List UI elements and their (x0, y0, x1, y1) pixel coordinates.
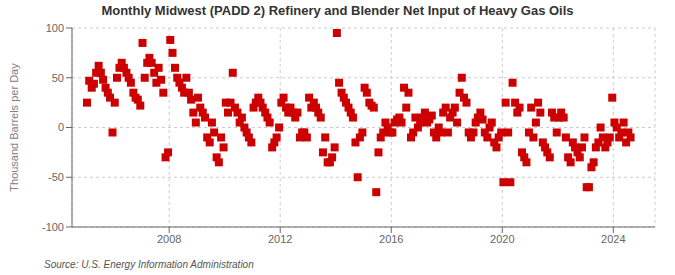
svg-text:Thousand Barrels per Day: Thousand Barrels per Day (8, 63, 20, 192)
svg-text:2012: 2012 (268, 233, 292, 245)
svg-text:2016: 2016 (379, 233, 403, 245)
html-text:Source: U.S. Energy Informatio: Source: U.S. Energy Information Administ… (44, 259, 254, 270)
svg-text:2020: 2020 (490, 233, 514, 245)
svg-text:50: 50 (52, 72, 64, 84)
html-text:Monthly Midwest (PADD 2) Refin: Monthly Midwest (PADD 2) Refinery and Bl… (101, 3, 574, 18)
svg-text:0: 0 (58, 121, 64, 133)
svg-text:-100: -100 (42, 221, 64, 233)
svg-text:100: 100 (46, 22, 64, 34)
svg-text:2008: 2008 (157, 233, 181, 245)
svg-text:2024: 2024 (601, 233, 625, 245)
svg-text:-50: -50 (48, 171, 64, 183)
